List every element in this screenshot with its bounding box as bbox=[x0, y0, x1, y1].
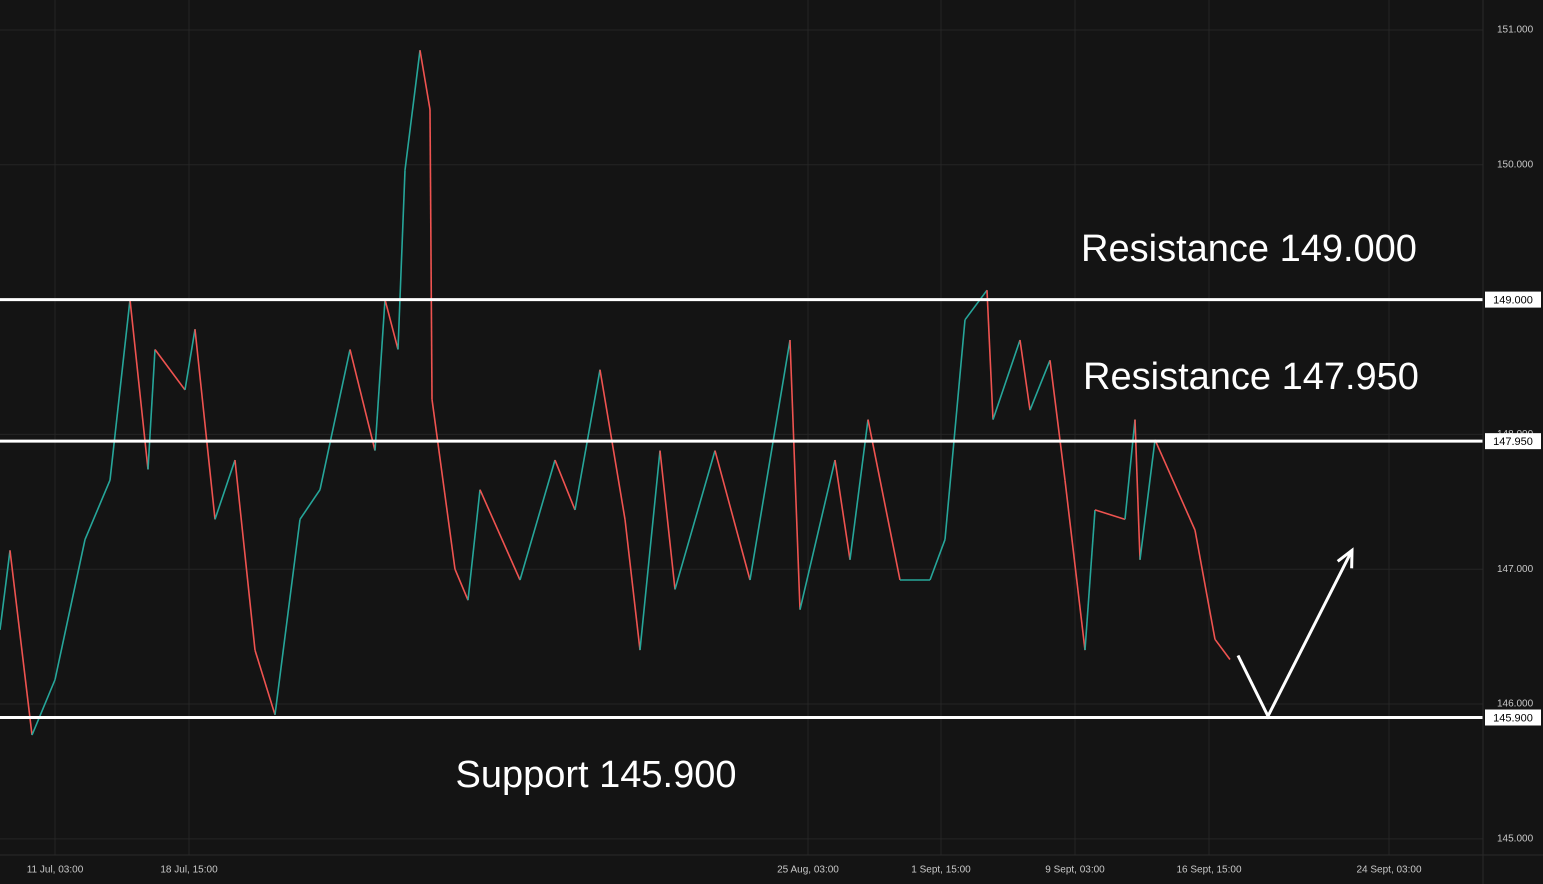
price-segment bbox=[404, 50, 421, 171]
x-tick-label: 24 Sept, 03:00 bbox=[1356, 865, 1421, 876]
price-segment bbox=[1139, 439, 1156, 560]
price-segment bbox=[1134, 419, 1141, 560]
price-segment bbox=[799, 459, 836, 610]
x-tick-label: 16 Sept, 15:00 bbox=[1176, 865, 1241, 876]
price-segment bbox=[1094, 509, 1126, 521]
price-segment bbox=[1154, 439, 1196, 531]
level-label: 149.000 bbox=[1493, 295, 1533, 307]
price-segment bbox=[429, 109, 433, 400]
price-segment bbox=[454, 568, 469, 601]
price-segment bbox=[674, 450, 716, 590]
price-segment bbox=[834, 459, 851, 560]
price-segment bbox=[384, 299, 399, 350]
price-segment bbox=[1214, 638, 1231, 661]
price-segment bbox=[419, 50, 431, 110]
price-segment bbox=[986, 290, 994, 420]
annotation: Resistance 149.000 bbox=[1081, 228, 1417, 270]
price-segment bbox=[479, 489, 521, 581]
price-segment bbox=[1124, 419, 1136, 520]
price-segment bbox=[964, 289, 988, 321]
level-label-box bbox=[1485, 709, 1541, 726]
projection-arrowhead bbox=[1336, 547, 1354, 569]
price-segment bbox=[1029, 359, 1051, 411]
x-tick-label: 18 Jul, 15:00 bbox=[160, 865, 218, 876]
price-segment bbox=[194, 329, 216, 520]
price-segment bbox=[349, 349, 376, 451]
price-segment bbox=[554, 459, 576, 511]
annotation: Resistance 147.950 bbox=[1083, 356, 1419, 398]
level-label-box bbox=[1485, 433, 1541, 450]
price-segment bbox=[1064, 480, 1086, 651]
price-segment bbox=[789, 340, 801, 610]
price-segment bbox=[929, 539, 946, 581]
price-segment bbox=[944, 319, 966, 540]
price-segment bbox=[109, 299, 131, 481]
price-segment bbox=[519, 459, 556, 581]
y-tick-label: 146.000 bbox=[1497, 699, 1534, 710]
price-segment bbox=[319, 349, 351, 490]
price-segment bbox=[659, 450, 676, 590]
price-segment bbox=[431, 399, 456, 570]
price-segment bbox=[54, 539, 86, 680]
price-segment bbox=[639, 450, 661, 651]
price-segment bbox=[749, 339, 791, 581]
price-segment bbox=[467, 489, 481, 601]
price-segment bbox=[274, 519, 301, 715]
level-label: 147.950 bbox=[1493, 436, 1533, 448]
plot bbox=[0, 50, 1483, 736]
level-label-box bbox=[1485, 291, 1541, 308]
price-segment bbox=[1019, 339, 1031, 411]
price-segment bbox=[184, 329, 196, 391]
price-segment bbox=[1084, 509, 1096, 651]
price-segment bbox=[299, 489, 321, 520]
price-segment bbox=[84, 479, 111, 540]
price-segment bbox=[234, 459, 256, 651]
price-segment bbox=[147, 349, 156, 470]
x-tick-label: 9 Sept, 03:00 bbox=[1045, 865, 1105, 876]
price-segment bbox=[254, 649, 276, 716]
price-segment bbox=[714, 450, 751, 581]
price-segment bbox=[31, 679, 56, 736]
y-tick-label: 145.000 bbox=[1497, 833, 1534, 844]
price-segment bbox=[1049, 360, 1066, 481]
price-segment bbox=[374, 299, 386, 451]
y-tick-label: 151.000 bbox=[1497, 25, 1534, 36]
price-segment bbox=[624, 519, 641, 651]
axes: 151.000150.000149.000148.000147.000146.0… bbox=[27, 25, 1541, 876]
price-segment bbox=[9, 550, 33, 736]
price-segment bbox=[0, 550, 11, 630]
price-segment bbox=[397, 170, 406, 350]
level-label: 145.900 bbox=[1493, 712, 1533, 724]
price-segment bbox=[154, 349, 186, 391]
x-tick-label: 1 Sept, 15:00 bbox=[911, 865, 971, 876]
price-segment bbox=[599, 369, 626, 520]
price-segment bbox=[1194, 529, 1216, 640]
x-tick-label: 11 Jul, 03:00 bbox=[27, 865, 84, 876]
price-segment bbox=[214, 459, 236, 520]
price-segment bbox=[992, 339, 1021, 420]
y-tick-label: 147.000 bbox=[1497, 564, 1534, 575]
annotation: Support 145.900 bbox=[455, 754, 736, 796]
x-tick-label: 25 Aug, 03:00 bbox=[777, 865, 839, 876]
y-tick-label: 150.000 bbox=[1497, 159, 1534, 170]
price-segment bbox=[849, 419, 869, 560]
price-segment bbox=[867, 419, 901, 581]
